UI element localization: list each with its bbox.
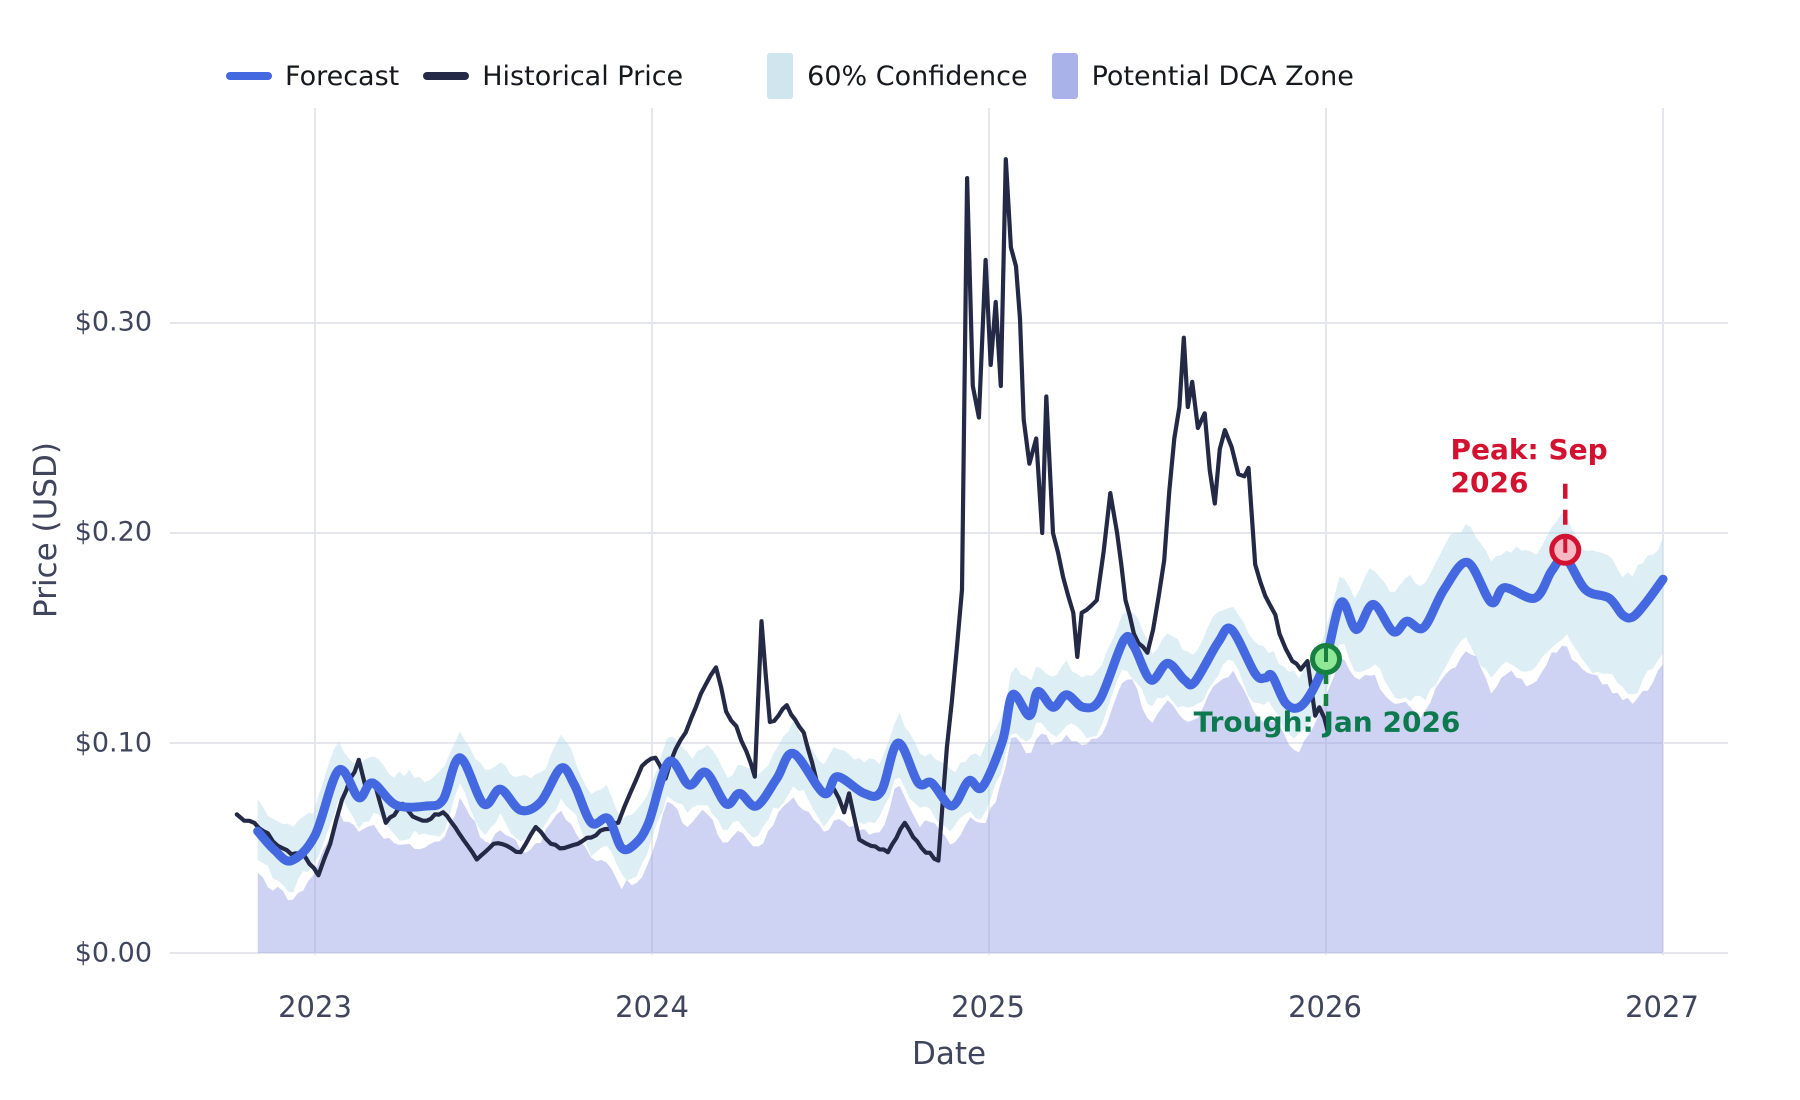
y-tick-0.30: $0.30: [74, 306, 152, 338]
legend-item-forecast[interactable]: Forecast: [226, 61, 399, 92]
x-tick-2026: 2026: [1288, 990, 1362, 1024]
legend-label-forecast: Forecast: [285, 60, 400, 92]
confidence-patch-swatch-icon: [767, 53, 794, 99]
y-tick-0.10: $0.10: [74, 727, 152, 759]
y-axis-title: Price (USD): [28, 442, 64, 618]
legend-label-confidence: 60% Confidence: [807, 60, 1028, 92]
forecast-line: [253, 553, 1668, 866]
legend-label-dca: Potential DCA Zone: [1091, 60, 1354, 92]
confidence-band: [257, 512, 1664, 893]
x-tick-2025: 2025: [951, 990, 1025, 1024]
y-tick-0.20: $0.20: [74, 516, 152, 548]
trough-annotation: Trough: Jan 2026: [1193, 705, 1461, 739]
x-tick-2023: 2023: [278, 990, 352, 1024]
dca-patch-swatch-icon: [1051, 53, 1078, 99]
legend-item-confidence[interactable]: 60% Confidence: [767, 53, 1028, 99]
x-tick-2024: 2024: [615, 990, 689, 1024]
x-tick-2027: 2027: [1625, 990, 1699, 1024]
dca-zone: [257, 645, 1664, 953]
peak-annotation: Peak: Sep 2026: [1450, 433, 1608, 499]
legend-item-historical[interactable]: Historical Price: [423, 61, 683, 92]
x-axis-title: Date: [911, 1036, 987, 1072]
historical-line-swatch-icon: [423, 72, 470, 80]
forecast-line-swatch-icon: [226, 72, 272, 80]
y-tick-0.00: $0.00: [74, 937, 152, 969]
legend: Forecast Historical Price 60% Confidence…: [226, 48, 1354, 104]
historical-price-line: [234, 157, 1331, 878]
legend-item-dca[interactable]: Potential DCA Zone: [1051, 53, 1354, 99]
legend-label-historical: Historical Price: [482, 60, 684, 92]
